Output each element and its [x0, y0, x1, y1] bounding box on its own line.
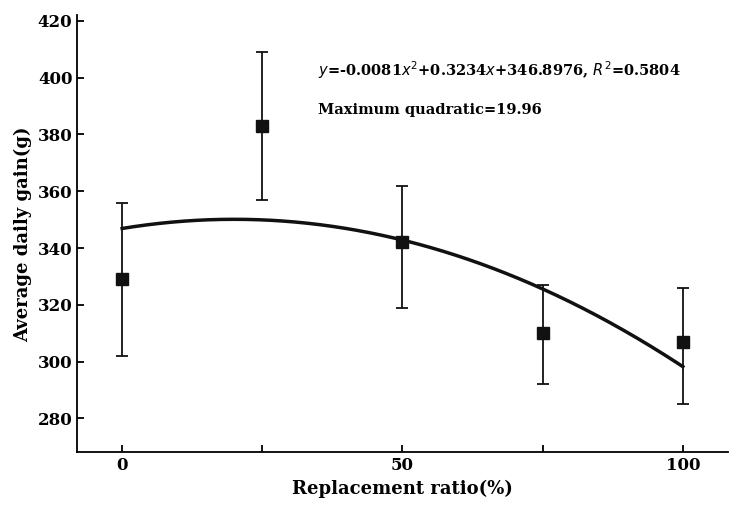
Y-axis label: Average daily gain(g): Average daily gain(g): [14, 126, 32, 342]
Text: $y$=-0.0081$x^{2}$+0.3234$x$+346.8976, $R^{2}$=0.5804: $y$=-0.0081$x^{2}$+0.3234$x$+346.8976, $…: [318, 59, 680, 81]
X-axis label: Replacement ratio(%): Replacement ratio(%): [292, 480, 513, 498]
Text: Maximum quadratic=19.96: Maximum quadratic=19.96: [318, 103, 542, 117]
